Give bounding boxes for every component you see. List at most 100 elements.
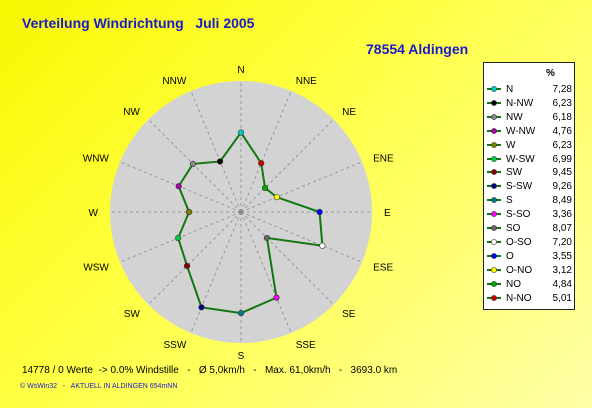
- legend-label: W-SW: [506, 153, 535, 165]
- legend-swatch: [487, 141, 501, 148]
- legend-item: N 7,28: [486, 83, 572, 96]
- legend-swatch: [487, 294, 501, 301]
- legend-item: S-SO 3,36: [486, 208, 572, 221]
- direction-label-se: SE: [342, 309, 356, 320]
- legend-label: NW: [506, 111, 523, 123]
- legend-value: 3,12: [552, 264, 572, 276]
- legend-swatch: [487, 127, 501, 134]
- legend-value: 8,49: [552, 195, 572, 207]
- legend-item: W-NW 4,76: [486, 125, 572, 138]
- legend-item: SW 9,45: [486, 166, 572, 179]
- spoke-ssw: [190, 211, 242, 334]
- legend-value: 3,55: [552, 250, 572, 262]
- spoke-wnw: [119, 161, 242, 213]
- legend-label: S-SW: [506, 181, 533, 193]
- legend-label: N-NO: [506, 292, 532, 304]
- legend-swatch: [487, 113, 501, 120]
- legend-item: W-SW 6,99: [486, 153, 572, 166]
- direction-label-nw: NW: [123, 107, 140, 118]
- direction-label-ese: ESE: [373, 263, 393, 274]
- legend-item: S 8,49: [486, 194, 572, 207]
- legend-item: NW 6,18: [486, 111, 572, 124]
- data-point-wnw: [175, 183, 182, 190]
- spoke-ene: [240, 161, 363, 213]
- legend-swatch: [487, 86, 501, 92]
- summary-footer: 14778 / 0 Werte -> 0.0% Windstille - Ø 5…: [22, 365, 398, 376]
- direction-label-nnw: NNW: [162, 76, 186, 87]
- direction-label-ssw: SSW: [163, 340, 186, 351]
- legend-swatch: [487, 99, 501, 106]
- spoke-sse: [240, 211, 292, 334]
- data-point-ssw: [198, 304, 205, 311]
- direction-label-wnw: WNW: [83, 153, 110, 164]
- legend-item: O 3,55: [486, 250, 572, 263]
- credit-line: © WsWin32 - AKTUELL IN ALDINGEN 654mNN: [20, 383, 178, 390]
- legend-label: S: [506, 195, 513, 207]
- legend-item: N-NW 6,23: [486, 97, 572, 110]
- legend-value: 5,01: [552, 292, 572, 304]
- data-point-nne: [258, 160, 265, 167]
- legend-value: 6,99: [552, 153, 572, 165]
- data-point-wsw: [175, 234, 182, 242]
- data-point-se: [263, 234, 271, 242]
- legend-item: NO 4,84: [486, 278, 572, 291]
- legend-value: 8,07: [552, 223, 572, 234]
- legend-label: SW: [506, 167, 523, 179]
- spoke-wsw: [119, 211, 242, 263]
- spoke-nnw: [190, 90, 242, 213]
- legend-swatch: [487, 155, 501, 162]
- data-point-ese: [319, 242, 326, 249]
- data-point-sw: [183, 262, 191, 270]
- legend-swatch: [487, 225, 501, 231]
- spoke-ese: [240, 211, 363, 263]
- legend-label: N-NW: [506, 97, 534, 109]
- legend-label: O: [506, 250, 514, 262]
- legend-item: S-SW 9,26: [486, 180, 572, 193]
- legend-value: 9,45: [552, 167, 572, 179]
- spoke-ne: [240, 119, 334, 213]
- legend-item: N-NO 5,01: [486, 292, 572, 305]
- legend-label: S-SO: [506, 209, 531, 221]
- legend-swatch: [487, 169, 501, 176]
- legend-value: 6,23: [552, 139, 572, 151]
- data-point-nnw: [216, 158, 224, 165]
- legend-label: NO: [506, 278, 521, 290]
- data-point-nw: [189, 160, 197, 168]
- data-point-s: [237, 309, 245, 317]
- legend-value: 7,20: [552, 236, 572, 248]
- direction-label-sse: SSE: [296, 340, 316, 351]
- legend-unit: %: [546, 68, 555, 79]
- direction-labels: N NNE NE ENE E ESE SE SSE S SSW SW WSW W WNW NW NNW: [83, 65, 394, 362]
- legend-value: 4,84: [552, 278, 572, 290]
- legend-item: O-SO 7,20: [486, 236, 572, 249]
- direction-label-s: S: [238, 351, 245, 362]
- legend-swatch: [487, 183, 501, 190]
- spoke-nw: [148, 119, 242, 213]
- wind-rose-spokes: [110, 81, 372, 343]
- legend-value: 4,76: [552, 125, 572, 137]
- legend-item: SO 8,07: [486, 222, 572, 235]
- legend-value: 6,18: [552, 111, 572, 123]
- legend-label: SO: [506, 223, 521, 234]
- direction-label-w: W: [89, 208, 99, 219]
- legend-value: 6,23: [552, 97, 572, 109]
- legend-swatch: [487, 266, 501, 273]
- legend-swatch: [487, 211, 501, 217]
- direction-label-sw: SW: [124, 309, 141, 320]
- legend-value: 3,36: [552, 209, 572, 221]
- direction-label-wsw: WSW: [83, 263, 109, 274]
- direction-label-n: N: [237, 65, 244, 76]
- legend-swatch: [487, 252, 501, 259]
- legend-label: O-SO: [506, 236, 532, 248]
- legend-label: W: [506, 139, 516, 151]
- direction-label-nne: NNE: [296, 76, 317, 87]
- direction-label-ene: ENE: [373, 153, 394, 164]
- legend-value: 7,28: [552, 84, 572, 95]
- legend-label: O-NO: [506, 264, 533, 276]
- legend-swatch: [487, 280, 501, 287]
- legend-value: 9,26: [552, 181, 572, 193]
- legend-swatch: [487, 197, 501, 204]
- spoke-se: [240, 211, 334, 305]
